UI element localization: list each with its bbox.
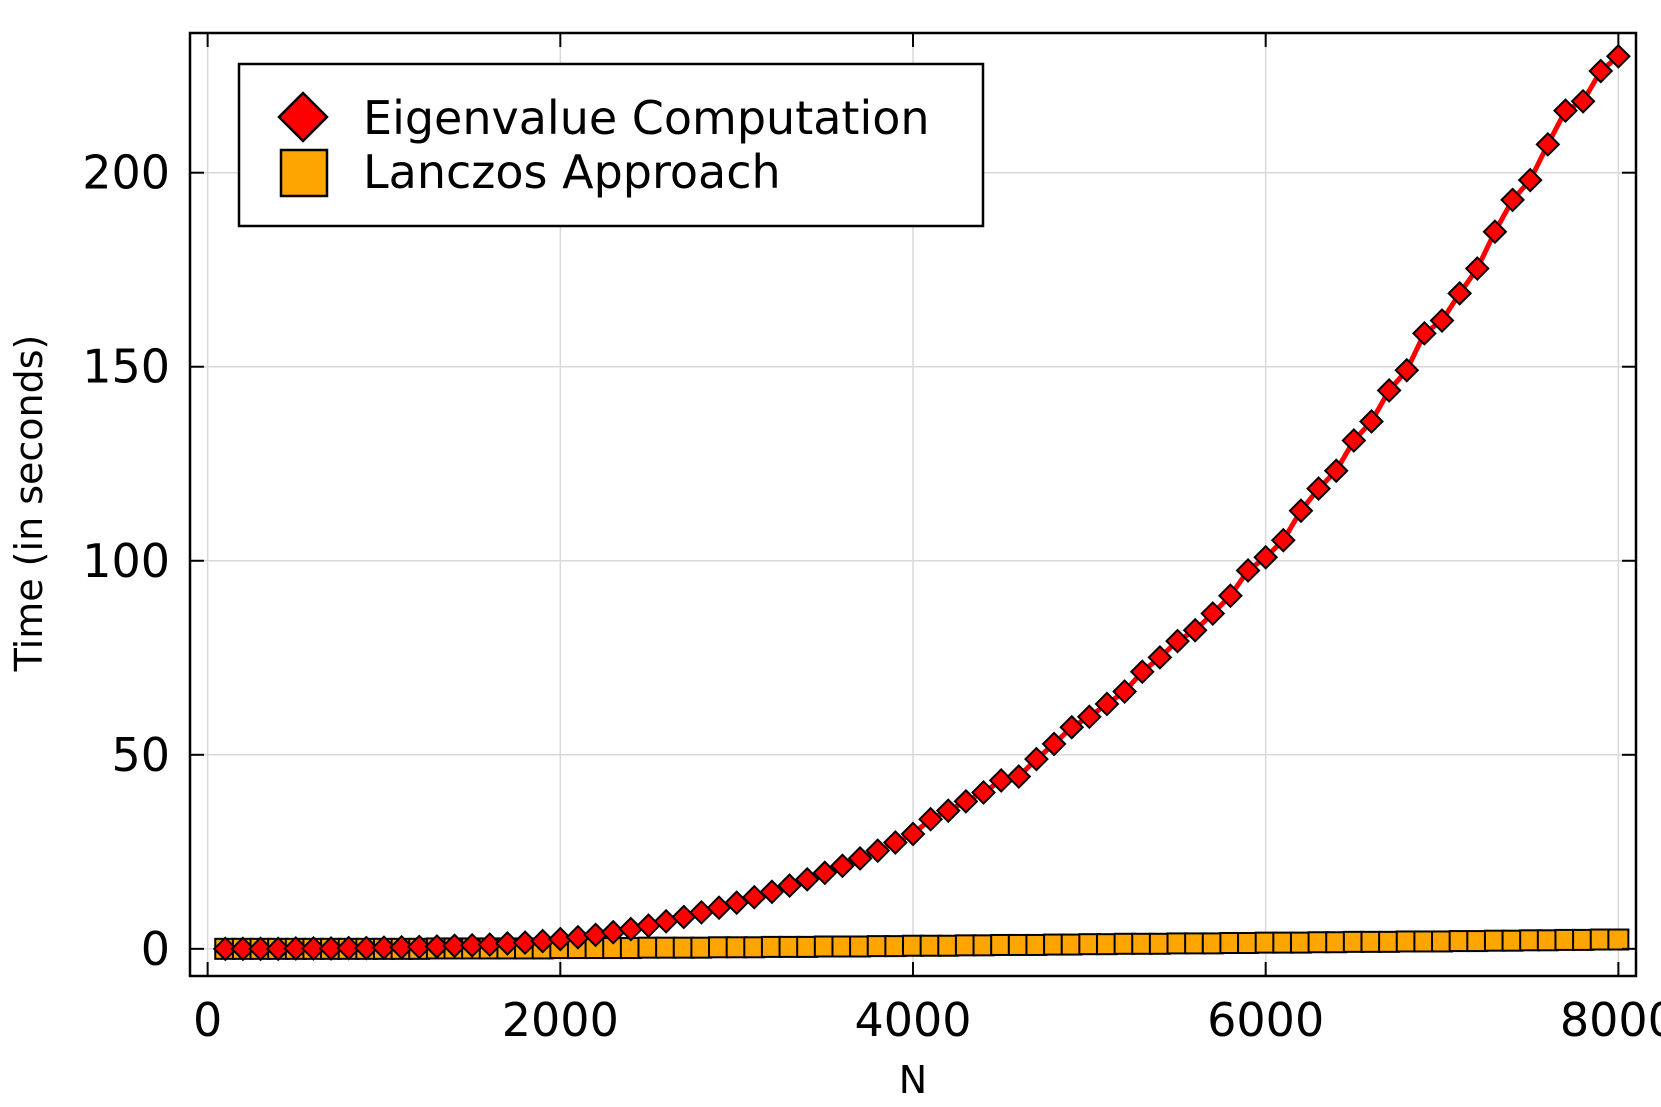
data-point [1182,617,1208,643]
data-point [847,846,873,871]
y-tick-label: 100 [82,534,170,588]
series-layer [212,43,1631,962]
x-tick-label: 0 [193,993,222,1047]
data-point [1447,280,1473,306]
data-point [1500,187,1525,213]
data-point [1482,219,1508,245]
series-lanczos [214,928,1630,960]
data-point [1517,167,1543,193]
data-point [1411,320,1437,346]
data-point [1235,558,1261,583]
data-point [406,934,432,960]
x-axis-label: N [899,1058,927,1102]
data-point [1076,704,1102,730]
y-tick-label: 150 [82,340,170,394]
data-point [424,934,450,959]
legend-label-eigenvalue: Eigenvalue Computation [363,91,930,145]
data-point [953,788,979,814]
data-point [1147,644,1173,670]
data-point [971,780,996,805]
data-point [389,934,415,960]
data-point [1341,428,1367,453]
x-tick-label: 4000 [854,993,971,1047]
data-point [301,936,326,961]
legend-marker-lanczos [279,148,329,198]
data-point [459,932,485,958]
data-point [830,853,855,879]
data-point [353,935,379,961]
data-point [1165,628,1190,654]
data-point [882,830,908,855]
data-point [1218,583,1243,609]
data-point [812,860,838,886]
data-point [212,936,238,962]
legend: Eigenvalue Computation Lanczos Approach [237,62,985,228]
data-point [1094,691,1120,717]
data-point [1464,256,1490,281]
series-eigenvalue [212,43,1631,962]
data-point [900,821,926,847]
data-point [777,873,802,898]
data-point [230,936,256,962]
data-point [794,866,820,892]
data-point [1253,544,1279,570]
data-point [1607,928,1630,951]
data-point [1129,659,1155,685]
data-point [512,930,538,956]
x-tick-label: 2000 [502,993,619,1047]
data-point [1112,679,1138,704]
data-point [318,936,344,961]
data-point [283,936,309,961]
data-point [918,806,944,832]
data-point [1200,601,1226,626]
data-point [759,879,785,905]
data-point [1570,88,1596,114]
data-point [1270,527,1296,553]
data-point [1288,498,1314,524]
data-point [1394,357,1420,383]
data-point [1429,308,1455,333]
y-tick-label: 50 [111,728,170,782]
data-point [1006,764,1032,789]
data-point [336,935,362,961]
data-point [1605,43,1631,69]
data-point [477,932,503,957]
data-point [1376,377,1402,403]
data-point [371,935,397,961]
data-point [1535,131,1561,157]
data-point [865,838,891,864]
data-point [1024,746,1049,772]
data-point [442,933,467,959]
y-tick-label: 200 [82,146,170,200]
data-point [495,930,520,956]
data-point [1306,476,1331,502]
data-point [1359,409,1384,434]
data-point [1059,714,1085,740]
data-point [265,936,291,962]
legend-box [237,62,985,228]
data-point [1553,98,1578,124]
data-point [935,798,961,824]
data-point [248,936,273,962]
x-tick-label: 6000 [1207,993,1324,1047]
data-point [1041,731,1067,757]
data-point [1588,58,1614,84]
y-axis-label: Time (in seconds) [7,335,51,673]
data-point [1323,458,1349,484]
legend-marker-eigenvalue [277,91,329,143]
y-tick-label: 0 [141,922,170,976]
legend-label-lanczos: Lanczos Approach [363,145,781,199]
